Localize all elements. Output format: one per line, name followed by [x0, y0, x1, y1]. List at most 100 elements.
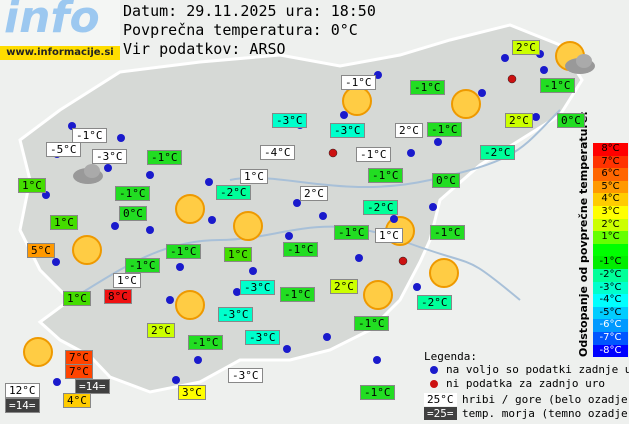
station-dot	[540, 66, 548, 74]
temp-label: -2°C	[363, 200, 398, 215]
station-dot	[532, 113, 540, 121]
temp-label: -4°C	[260, 145, 295, 160]
temp-label: -3°C	[330, 123, 365, 138]
temp-label: =14=	[5, 398, 40, 413]
scale-title: Odstopanje od povprečne temperature:	[577, 111, 590, 357]
sun	[175, 290, 205, 320]
scale-cell: -6°C	[593, 319, 628, 332]
temp-label: 1°C	[224, 247, 252, 262]
cloud	[84, 164, 100, 178]
station-dot	[208, 216, 216, 224]
temp-label: -1°C	[368, 168, 403, 183]
station-dot	[340, 111, 348, 119]
scale-cell: -4°C	[593, 294, 628, 307]
logo: info	[4, 0, 100, 43]
temp-label: 1°C	[113, 273, 141, 288]
temp-label: -1°C	[334, 225, 369, 240]
temp-label: -3°C	[240, 280, 275, 295]
sun	[363, 280, 393, 310]
temp-label: 7°C	[65, 364, 93, 379]
sun	[429, 258, 459, 288]
hill-text: hribi / gore (belo ozadje)	[462, 393, 629, 406]
temp-label: -1°C	[115, 186, 150, 201]
temp-label: 2°C	[300, 186, 328, 201]
temp-label: 8°C	[104, 289, 132, 304]
station-dot	[194, 356, 202, 364]
station-dot	[117, 134, 125, 142]
scale-cell: -3°C	[593, 281, 628, 295]
station-dot	[373, 356, 381, 364]
sun	[233, 211, 263, 241]
temp-label: 2°C	[147, 323, 175, 338]
station-dot	[233, 288, 241, 296]
temp-label: 2°C	[505, 113, 533, 128]
date: Datum: 29.11.2025 ura: 18:50	[123, 2, 376, 20]
scale-cell: 1°C	[593, 231, 628, 244]
temp-label: 7°C	[65, 350, 93, 365]
station-dot	[374, 71, 382, 79]
temp-label: -3°C	[218, 307, 253, 322]
temp-label: -1°C	[341, 75, 376, 90]
station-dot	[501, 54, 509, 62]
hill-sample: 25°C	[424, 393, 457, 406]
scale-cell: 5°C	[593, 180, 628, 194]
temp-label: 0°C	[557, 113, 585, 128]
temp-label: 1°C	[50, 215, 78, 230]
station-dot	[434, 138, 442, 146]
temp-label: -1°C	[280, 287, 315, 302]
sea-text: temp. morja (temno ozadje)	[462, 407, 629, 420]
site[interactable]: www.informacije.si	[0, 46, 120, 60]
temp-label: 1°C	[63, 291, 91, 306]
temp-label: -2°C	[480, 145, 515, 160]
temp-label: -1°C	[147, 150, 182, 165]
station-dot-missing	[507, 74, 517, 84]
station-dot	[283, 345, 291, 353]
station-dot	[249, 267, 257, 275]
station-dot-missing	[328, 148, 338, 158]
station-dot	[172, 376, 180, 384]
station-dot	[390, 215, 398, 223]
temp-label: 2°C	[330, 279, 358, 294]
average-temp: Povprečna temperatura: 0°C	[123, 21, 358, 39]
scale-cell: 2°C	[593, 218, 628, 232]
scale-cell: 8°C	[593, 143, 628, 156]
temp-label: -1°C	[540, 78, 575, 93]
sun	[342, 86, 372, 116]
temp-label: 4°C	[63, 393, 91, 408]
legend-title: Legenda:	[424, 350, 477, 363]
scale-cell: 7°C	[593, 155, 628, 169]
country-shape	[18, 23, 584, 394]
temp-label: -1°C	[356, 147, 391, 162]
source: Vir podatkov: ARSO	[123, 40, 286, 58]
station-dot	[42, 191, 50, 199]
station-dot	[413, 283, 421, 291]
station-dot	[104, 164, 112, 172]
temp-label: 5°C	[27, 243, 55, 258]
station-dot	[146, 171, 154, 179]
station-dot	[407, 149, 415, 157]
river	[69, 225, 521, 301]
sea-sample: =25=	[424, 407, 457, 420]
station-dot	[323, 333, 331, 341]
temp-label: -1°C	[360, 385, 395, 400]
temp-label: -1°C	[283, 242, 318, 257]
temp-label: -1°C	[188, 335, 223, 350]
station-dot	[285, 232, 293, 240]
station-dot	[319, 212, 327, 220]
station-dot	[429, 203, 437, 211]
temp-label: -1°C	[427, 122, 462, 137]
logo-box: info	[0, 0, 120, 48]
temp-label: -5°C	[46, 142, 81, 157]
scale-cell: 3°C	[593, 206, 628, 219]
temp-label: -1°C	[430, 225, 465, 240]
station-dot	[52, 258, 60, 266]
temp-label: -1°C	[410, 80, 445, 95]
temp-label: 2°C	[395, 123, 423, 138]
sun	[175, 194, 205, 224]
scale-zero	[593, 243, 628, 257]
temp-label: -3°C	[92, 149, 127, 164]
temp-label: 1°C	[375, 228, 403, 243]
station-dot	[355, 254, 363, 262]
